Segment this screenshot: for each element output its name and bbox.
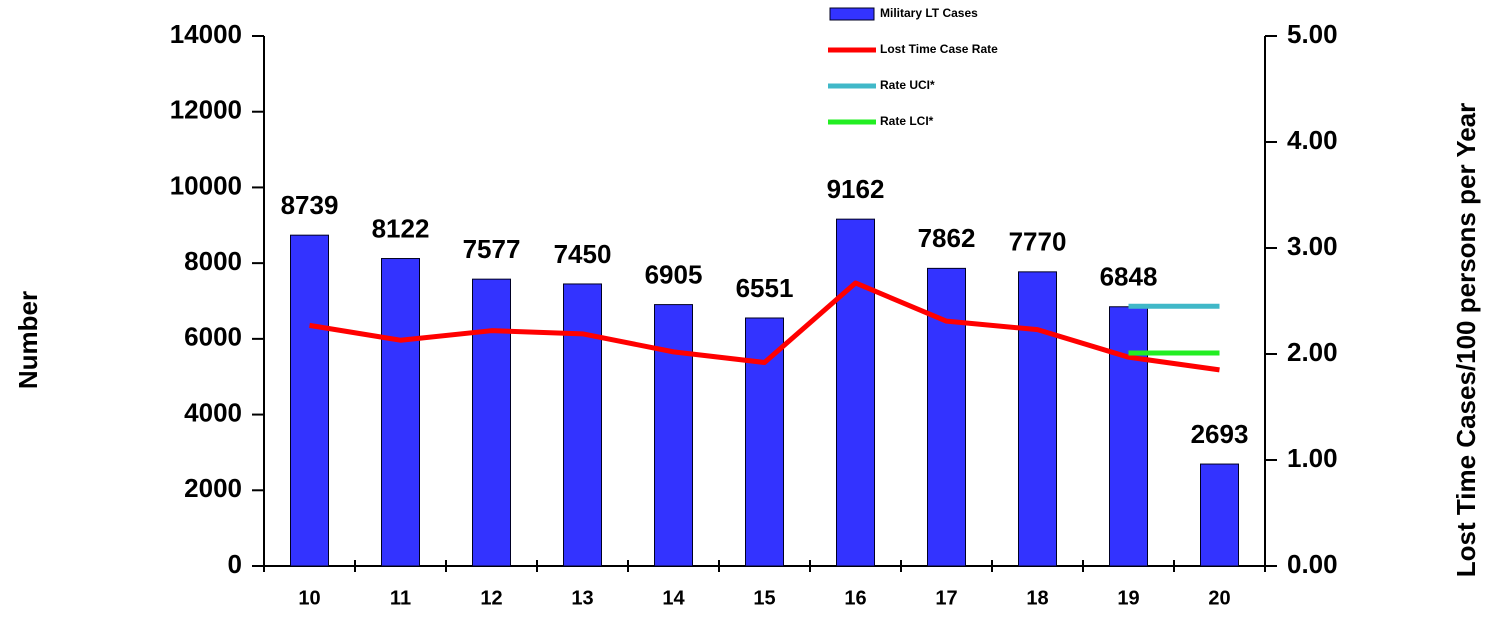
x-tick-label: 19 <box>1117 587 1139 609</box>
data-label: 6551 <box>736 273 794 303</box>
y2-tick-label: 0.00 <box>1287 549 1338 579</box>
data-label: 9162 <box>827 174 885 204</box>
y2-tick-label: 2.00 <box>1287 337 1338 367</box>
y-tick-label: 2000 <box>184 473 242 503</box>
bar <box>654 304 693 567</box>
y2-axis-label: Lost Time Cases/100 persons per Year <box>1451 103 1481 578</box>
y-tick-label: 8000 <box>184 246 242 276</box>
data-label: 2693 <box>1191 419 1249 449</box>
data-label: 7577 <box>463 234 521 264</box>
y2-tick-label: 1.00 <box>1287 443 1338 473</box>
data-label: 6905 <box>645 259 703 289</box>
data-label: 7770 <box>1009 227 1067 257</box>
bar <box>1018 271 1057 567</box>
y-tick-label: 4000 <box>184 397 242 427</box>
legend-label: Rate UCI* <box>880 78 935 92</box>
bar <box>563 283 602 567</box>
y-axis-label: Number <box>13 291 43 389</box>
bar <box>472 278 511 567</box>
legend-label: Military LT Cases <box>880 6 978 20</box>
x-tick-label: 10 <box>298 587 320 609</box>
x-tick-label: 13 <box>571 587 593 609</box>
x-tick-label: 18 <box>1026 587 1048 609</box>
bar <box>745 317 784 567</box>
legend-label: Rate LCI* <box>880 114 934 128</box>
y2-tick-label: 5.00 <box>1287 19 1338 49</box>
x-tick-label: 14 <box>662 587 685 609</box>
x-tick-label: 17 <box>935 587 957 609</box>
y-tick-label: 12000 <box>170 95 242 125</box>
bar <box>1200 463 1239 567</box>
data-label: 7450 <box>554 239 612 269</box>
y2-tick-label: 3.00 <box>1287 231 1338 261</box>
bar <box>290 234 329 567</box>
x-tick-label: 15 <box>753 587 775 609</box>
bar <box>1109 306 1148 567</box>
data-label: 8739 <box>281 190 339 220</box>
y-tick-label: 6000 <box>184 322 242 352</box>
legend-swatch <box>829 7 875 21</box>
x-tick-label: 20 <box>1208 587 1230 609</box>
x-tick-label: 11 <box>390 587 411 609</box>
y2-tick-label: 4.00 <box>1287 125 1338 155</box>
data-label: 7862 <box>918 223 976 253</box>
bar <box>381 258 420 567</box>
y-tick-label: 14000 <box>170 19 242 49</box>
data-label: 6848 <box>1100 262 1158 292</box>
line <box>309 280 1220 373</box>
x-tick-label: 12 <box>480 587 502 609</box>
bar <box>836 218 875 567</box>
x-tick-label: 16 <box>844 587 866 609</box>
data-label: 8122 <box>372 213 430 243</box>
y-tick-label: 0 <box>228 549 242 579</box>
y-tick-label: 10000 <box>170 170 242 200</box>
legend-label: Lost Time Case Rate <box>880 42 998 56</box>
